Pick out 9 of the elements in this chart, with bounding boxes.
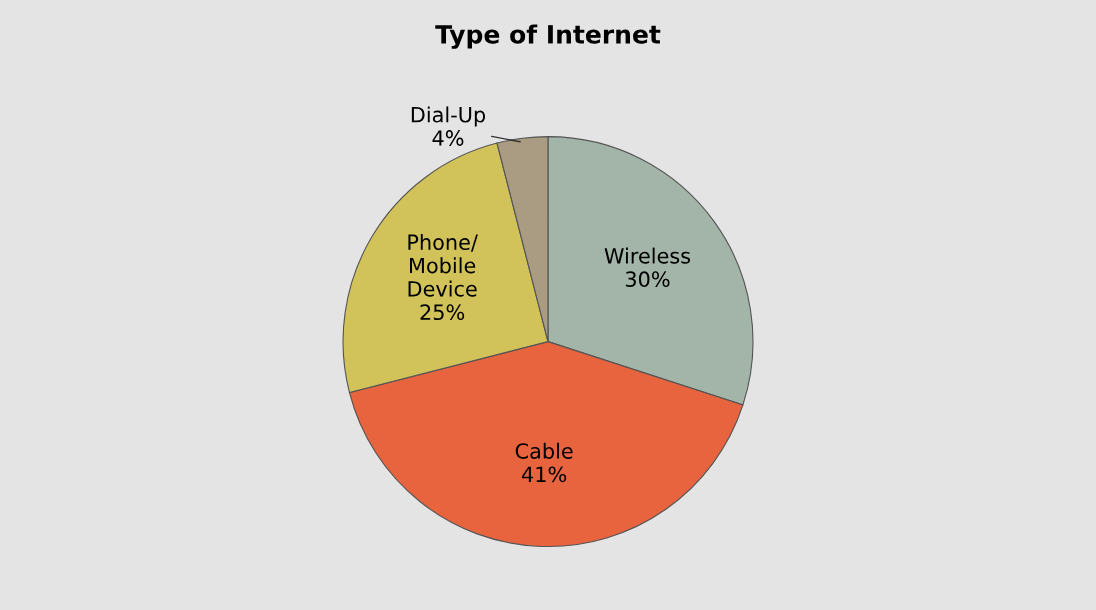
data-label: 30% xyxy=(625,271,670,288)
data-label: 4% xyxy=(432,130,464,146)
slice-label: Phone/ Mobile Device xyxy=(408,233,478,297)
slice-label: Dial-Up xyxy=(411,106,486,127)
data-label: 41% xyxy=(522,466,567,483)
data-label: 25% xyxy=(420,304,465,321)
slice-label: Wireless xyxy=(604,247,691,264)
chart-title: Type of Internet xyxy=(435,24,661,49)
slice-label: Cable xyxy=(515,442,573,459)
